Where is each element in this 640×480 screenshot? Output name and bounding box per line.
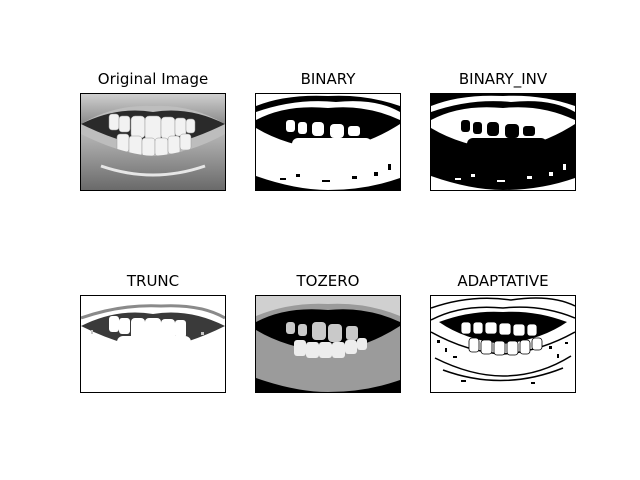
panel-title: TRUNC xyxy=(126,272,180,290)
adaptative-image xyxy=(430,295,576,393)
binary-inv-image xyxy=(430,93,576,191)
panel-title: Original Image xyxy=(97,70,209,88)
panel-title: BINARY xyxy=(300,70,356,88)
panel-title: ADAPTATIVE xyxy=(457,272,549,290)
panel-title: BINARY_INV xyxy=(458,70,548,88)
binary-image xyxy=(255,93,401,191)
trunc-image xyxy=(80,295,226,393)
original-image xyxy=(80,93,226,191)
tozero-image xyxy=(255,295,401,393)
panel-title: TOZERO xyxy=(296,272,360,290)
